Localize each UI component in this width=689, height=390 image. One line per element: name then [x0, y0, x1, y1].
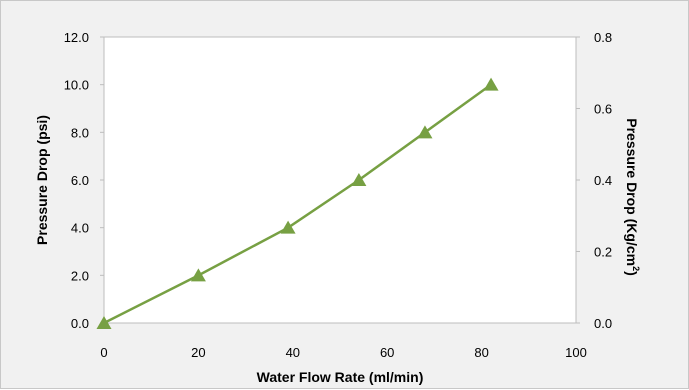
- data-point-marker: [96, 316, 112, 329]
- x-tick-label: 40: [286, 345, 300, 360]
- y2-axis-title: Pressure Drop (Kg/cm2): [624, 118, 641, 276]
- y2-tick-label: 0.8: [594, 30, 612, 45]
- x-tick-label: 80: [474, 345, 488, 360]
- plot-area: [103, 36, 577, 324]
- x-tick-label: 0: [100, 345, 107, 360]
- series-line: [103, 83, 492, 325]
- y2-tick-label: 0.2: [594, 245, 612, 260]
- data-point-marker: [280, 220, 296, 234]
- data-point-marker: [351, 173, 367, 186]
- x-tick-label: 60: [380, 345, 394, 360]
- y-tick-label: 6.0: [71, 173, 89, 188]
- y-tick-label: 10.0: [64, 78, 89, 93]
- y2-tick-label: 0.0: [594, 316, 612, 331]
- data-point-marker: [483, 77, 499, 91]
- y2-axis-title-close: ): [624, 271, 640, 276]
- data-point-marker: [190, 268, 206, 282]
- y-tick-label: 4.0: [71, 221, 89, 236]
- x-tick-label: 20: [191, 345, 205, 360]
- y2-tick-label: 0.4: [594, 173, 612, 188]
- x-axis-title: Water Flow Rate (ml/min): [257, 369, 424, 385]
- y-tick-label: 8.0: [71, 125, 89, 140]
- y-tick-label: 0.0: [71, 316, 89, 331]
- y-tick-label: 2.0: [71, 268, 89, 283]
- y-tick-label: 12.0: [64, 30, 89, 45]
- y2-tick-label: 0.6: [594, 102, 612, 117]
- data-point-marker: [417, 125, 433, 139]
- y2-axis-title-main: Pressure Drop (Kg/cm: [624, 118, 640, 266]
- y-axis-title: Pressure Drop (psi): [34, 115, 50, 245]
- y2-axis-title-superscript: 2: [631, 266, 641, 271]
- x-tick-label: 100: [565, 345, 587, 360]
